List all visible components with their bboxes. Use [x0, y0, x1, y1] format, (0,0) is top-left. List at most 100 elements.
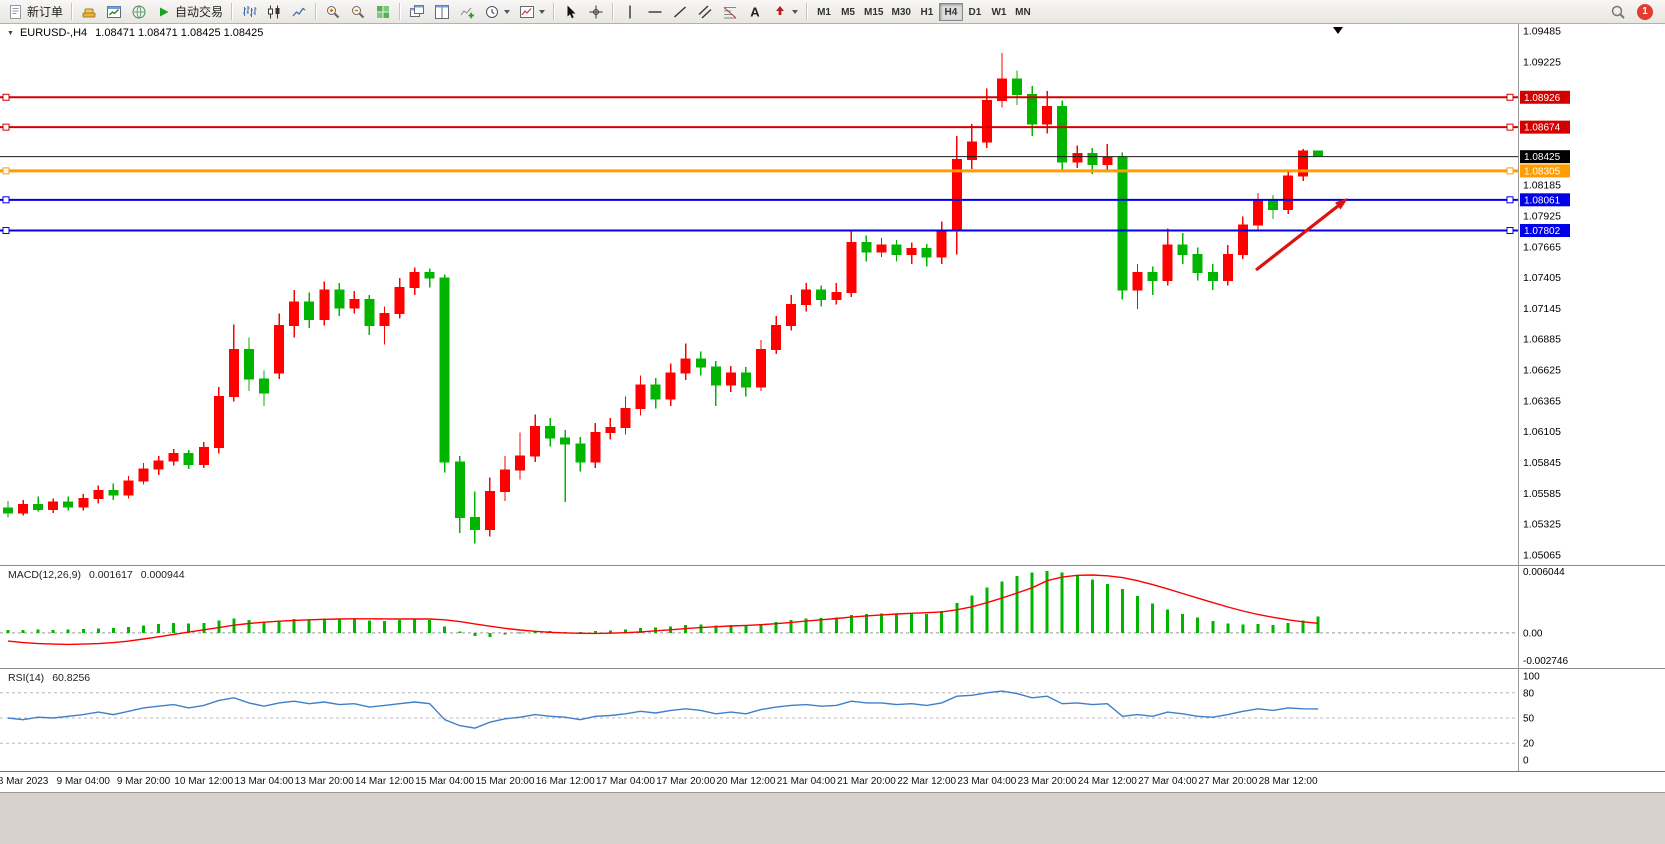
line-anchor-handle[interactable]: [2, 93, 10, 101]
price-tag-label: 1.07802: [1524, 226, 1561, 237]
rsi-axis-label: 50: [1523, 714, 1535, 725]
vertical-line-tool-button[interactable]: [618, 2, 642, 22]
line-anchor-handle[interactable]: [1506, 123, 1514, 131]
crosshair-tool-button[interactable]: [584, 2, 608, 22]
line-anchor-handle[interactable]: [1506, 167, 1514, 175]
line-anchor-handle[interactable]: [1506, 93, 1514, 101]
window-bottom-strip: [0, 792, 1665, 844]
price-tag-label: 1.08061: [1524, 195, 1561, 206]
line-anchor-handle[interactable]: [2, 227, 10, 235]
toolbar-separator: [553, 3, 556, 20]
horizontal-line-tool-button[interactable]: [643, 2, 667, 22]
bar-chart-button[interactable]: [237, 2, 261, 22]
price-tag: [1520, 224, 1570, 238]
split-windows-button[interactable]: [430, 2, 454, 22]
zoom-out-button[interactable]: [346, 2, 370, 22]
cascade-windows-button[interactable]: [405, 2, 429, 22]
crosshair-icon: [589, 5, 603, 18]
cursor-tool-button[interactable]: [559, 2, 583, 22]
price-axis-label: 1.06365: [1523, 395, 1561, 407]
dropdown-caret-icon: [504, 9, 511, 14]
macd-header: MACD(12,26,9) 0.001617 0.000944: [8, 569, 185, 581]
text-tool-button[interactable]: A: [743, 2, 767, 22]
rsi-panel-canvas[interactable]: 100 80 50 20 0: [0, 668, 1665, 771]
price-tag: [1520, 164, 1570, 178]
fibonacci-tool-button[interactable]: [718, 2, 742, 22]
new-order-icon: [10, 4, 21, 19]
trendline-tool-button[interactable]: [668, 2, 692, 22]
rsi-value: 60.8256: [52, 672, 91, 684]
line-chart-button[interactable]: [287, 2, 311, 22]
search-button[interactable]: [1606, 2, 1630, 22]
hline-objects-group[interactable]: [0, 93, 1518, 235]
time-axis-label: 9 Mar 20:00: [116, 776, 171, 787]
channel-tool-button[interactable]: [693, 2, 717, 22]
trend-arrow-annotation[interactable]: [1255, 198, 1348, 272]
macd-histogram: [6, 571, 1320, 637]
one-click-trading-icon[interactable]: ▼: [7, 29, 14, 37]
macd-axis-label: 0.006044: [1523, 567, 1565, 578]
line-anchor-handle[interactable]: [2, 123, 10, 131]
time-axis-label: 23 Mar 20:00: [1017, 776, 1077, 787]
price-tag-label: 1.08425: [1524, 152, 1561, 163]
split-windows-icon: [435, 4, 450, 19]
fibonacci-icon: [723, 6, 737, 18]
arrows-tool-button[interactable]: [768, 2, 802, 22]
timeframe-m15-button[interactable]: M15: [860, 3, 887, 21]
line-anchor-handle[interactable]: [1506, 227, 1514, 235]
time-axis-label: 13 Mar 04:00: [234, 776, 294, 787]
toolbar-separator: [231, 3, 234, 20]
zoom-in-button[interactable]: [321, 2, 345, 22]
vertical-line-icon: [629, 5, 631, 18]
price-chart-canvas[interactable]: 1.09485 1.09225 1.08185 1.07925 1.07665 1.074…: [0, 24, 1665, 565]
price-axis-label: 1.07665: [1523, 241, 1561, 253]
new-order-button[interactable]: 新订单: [4, 2, 67, 22]
candlestick-chart-button[interactable]: [262, 2, 286, 22]
auto-trading-button[interactable]: 自动交易: [152, 2, 227, 22]
time-axis-label: 22 Mar 12:00: [897, 776, 957, 787]
tile-windows-button[interactable]: [371, 2, 395, 22]
rsi-header: RSI(14) 60.8256: [8, 672, 90, 684]
macd-panel-canvas[interactable]: 0.006044 0.00 -0.002746: [0, 565, 1665, 668]
chart-shift-marker[interactable]: [1333, 27, 1343, 34]
line-anchor-handle[interactable]: [2, 167, 10, 175]
timeframe-m30-button[interactable]: M30: [887, 3, 914, 21]
timeframe-h4-button[interactable]: H4: [938, 3, 963, 22]
timeframe-m5-button[interactable]: M5: [836, 3, 860, 21]
channel-icon: [698, 5, 712, 18]
timeframe-m1-button[interactable]: M1: [812, 3, 836, 21]
periods-button[interactable]: [480, 2, 514, 22]
rsi-axis-label: 80: [1523, 688, 1535, 699]
rsi-axis-label: 20: [1523, 739, 1535, 750]
templates-button[interactable]: [515, 2, 549, 22]
line-anchor-handle[interactable]: [2, 196, 10, 204]
expert-advisors-icon: [132, 5, 146, 18]
time-axis-label: 8 Mar 2023: [0, 776, 49, 787]
timeframe-w1-button[interactable]: W1: [987, 3, 1011, 21]
timeframe-d1-button[interactable]: D1: [963, 3, 987, 21]
timeframe-h1-button[interactable]: H1: [915, 3, 939, 21]
time-axis-label: 13 Mar 20:00: [294, 776, 354, 787]
top-toolbar: 新订单 自动交易: [0, 0, 1665, 24]
new-order-label: 新订单: [27, 5, 64, 19]
svg-text:A: A: [750, 4, 760, 19]
periods-clock-icon: [486, 5, 499, 18]
timeframe-mn-button[interactable]: MN: [1011, 3, 1035, 21]
macd-signal-line: [7, 574, 1319, 646]
metaeditor-icon: [82, 8, 96, 17]
metaeditor-button[interactable]: [77, 2, 101, 22]
notification-badge[interactable]: 1: [1637, 3, 1653, 20]
chart-header: ▼ EURUSD-,H4 1.08471 1.08471 1.08425 1.0…: [7, 27, 263, 39]
price-axis-label: 1.05845: [1523, 457, 1561, 469]
expert-advisors-button[interactable]: [127, 2, 151, 22]
indicators-button[interactable]: [455, 2, 479, 22]
time-axis-label: 17 Mar 04:00: [595, 776, 655, 787]
price-tag: [1520, 90, 1570, 104]
chart-window-button[interactable]: [102, 2, 126, 22]
ohlc-bars-icon: [243, 5, 257, 17]
chart-window-icon: [107, 5, 122, 18]
candles-group: [3, 52, 1324, 544]
time-axis[interactable]: 8 Mar 2023 9 Mar 04:00 9 Mar 20:00 10 Mar 1…: [0, 771, 1665, 792]
line-anchor-handle[interactable]: [1506, 196, 1514, 204]
